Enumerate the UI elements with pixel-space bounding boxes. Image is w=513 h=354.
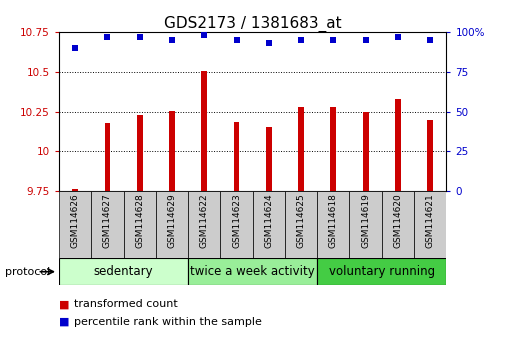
- Point: [135, 34, 144, 40]
- FancyBboxPatch shape: [317, 191, 349, 258]
- FancyBboxPatch shape: [221, 191, 252, 258]
- Text: percentile rank within the sample: percentile rank within the sample: [74, 317, 262, 327]
- Bar: [105, 123, 110, 191]
- Text: GSM114627: GSM114627: [103, 193, 112, 248]
- Text: sedentary: sedentary: [94, 265, 153, 278]
- Bar: [363, 112, 368, 191]
- Text: GSM114618: GSM114618: [329, 193, 338, 248]
- Bar: [72, 189, 78, 191]
- Text: GSM114620: GSM114620: [393, 193, 402, 248]
- Bar: [330, 107, 336, 191]
- Text: twice a week activity: twice a week activity: [190, 265, 315, 278]
- FancyBboxPatch shape: [124, 191, 156, 258]
- Bar: [298, 107, 304, 191]
- Point: [168, 37, 176, 42]
- Text: ■: ■: [59, 317, 69, 327]
- Text: transformed count: transformed count: [74, 299, 178, 309]
- Point: [265, 40, 273, 46]
- Text: GSM114621: GSM114621: [426, 193, 435, 248]
- FancyBboxPatch shape: [382, 191, 414, 258]
- FancyBboxPatch shape: [156, 191, 188, 258]
- Text: GSM114629: GSM114629: [167, 193, 176, 248]
- Point: [200, 32, 208, 38]
- Text: GSM114622: GSM114622: [200, 193, 209, 248]
- Point: [362, 37, 370, 42]
- Text: GSM114625: GSM114625: [297, 193, 306, 248]
- Text: GSM114628: GSM114628: [135, 193, 144, 248]
- Point: [232, 37, 241, 42]
- FancyBboxPatch shape: [414, 191, 446, 258]
- FancyBboxPatch shape: [91, 191, 124, 258]
- Text: voluntary running: voluntary running: [329, 265, 435, 278]
- FancyBboxPatch shape: [349, 191, 382, 258]
- Bar: [233, 122, 240, 191]
- Text: GSM114624: GSM114624: [264, 193, 273, 248]
- Text: GSM114626: GSM114626: [71, 193, 80, 248]
- Point: [297, 37, 305, 42]
- FancyBboxPatch shape: [317, 258, 446, 285]
- Bar: [201, 71, 207, 191]
- Text: GSM114623: GSM114623: [232, 193, 241, 248]
- Bar: [427, 120, 433, 191]
- Point: [103, 34, 111, 40]
- FancyBboxPatch shape: [252, 191, 285, 258]
- FancyBboxPatch shape: [188, 258, 317, 285]
- Point: [394, 34, 402, 40]
- Bar: [137, 115, 143, 191]
- Point: [71, 45, 79, 51]
- Title: GDS2173 / 1381683_at: GDS2173 / 1381683_at: [164, 16, 342, 32]
- FancyBboxPatch shape: [59, 191, 91, 258]
- Text: protocol: protocol: [5, 267, 50, 277]
- FancyBboxPatch shape: [285, 191, 317, 258]
- Point: [426, 37, 435, 42]
- Point: [329, 37, 338, 42]
- Bar: [395, 99, 401, 191]
- Text: ■: ■: [59, 299, 69, 309]
- Bar: [266, 127, 272, 191]
- Bar: [169, 111, 175, 191]
- Text: GSM114619: GSM114619: [361, 193, 370, 248]
- FancyBboxPatch shape: [188, 191, 221, 258]
- FancyBboxPatch shape: [59, 258, 188, 285]
